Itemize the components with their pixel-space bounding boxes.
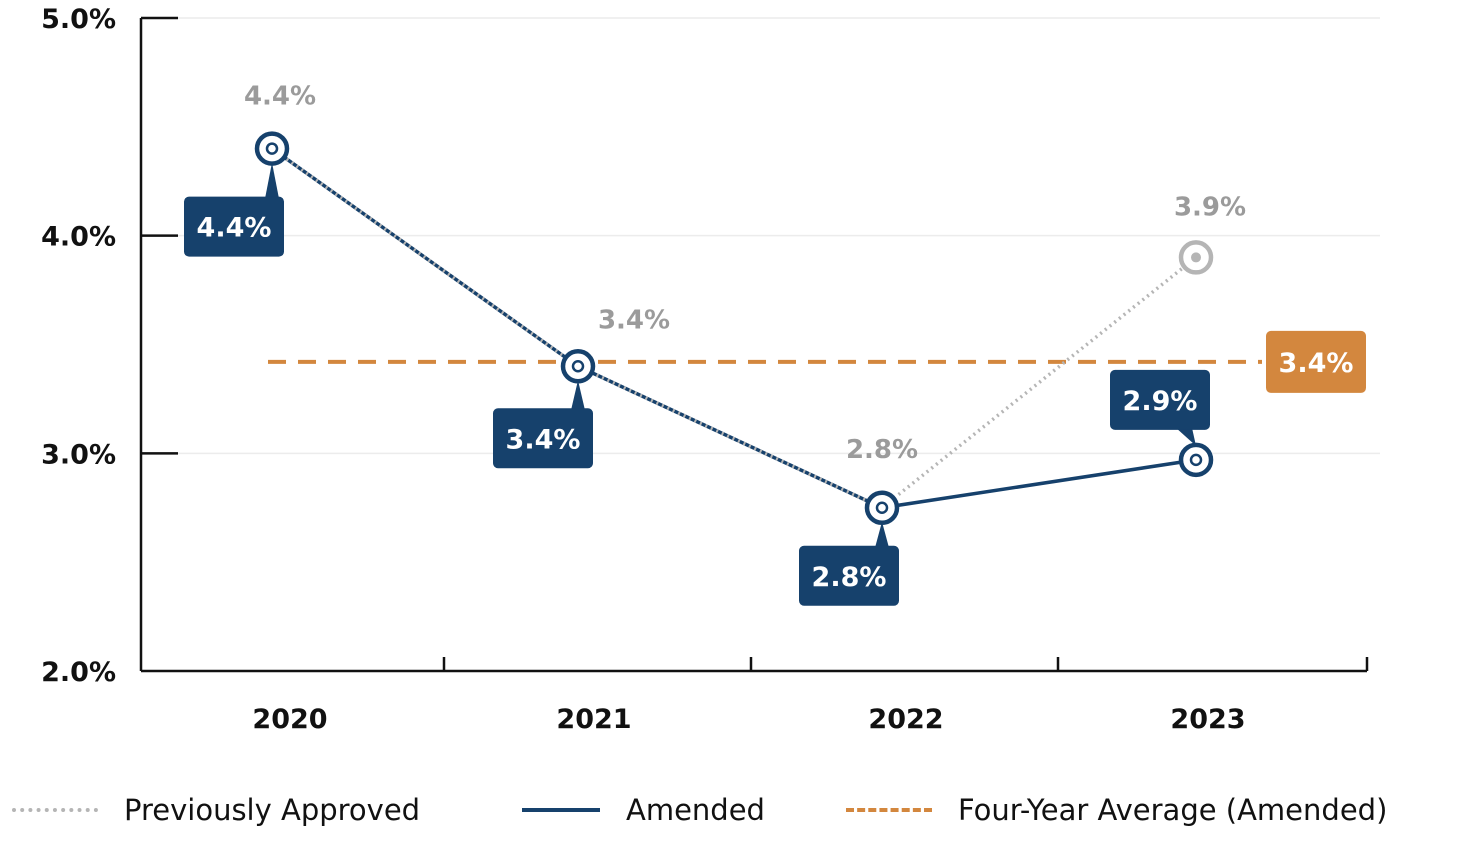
x-tick-label: 2022 — [868, 704, 943, 735]
legend-label-amended: Amended — [626, 793, 765, 827]
previously-approved-data-label: 2.8% — [846, 435, 918, 465]
amended-data-label: 2.9% — [1123, 386, 1198, 417]
amended-label-pointer — [875, 521, 889, 548]
amended-label-pointer — [571, 380, 585, 411]
average-label-box — [1266, 330, 1366, 393]
x-ticks: 2020 2021 2022 2023 — [252, 657, 1369, 735]
legend-label-four-year-average: Four-Year Average (Amended) — [958, 793, 1388, 827]
amended-data-label: 4.4% — [197, 213, 272, 244]
legend-swatch-previously-approved — [12, 808, 98, 812]
amended-label-box — [493, 408, 593, 469]
amended-data-label: 2.8% — [812, 562, 887, 593]
axes — [139, 18, 1367, 673]
line-chart: 2.0% 3.0% 4.0% 5.0% 2020 2021 2022 2023 3.4% 4… — [41, 4, 1380, 735]
previously-approved-data-label: 4.4% — [244, 82, 316, 112]
data-labels: 4.4% 3.4% 2.8% 3.9% 4.4% 3.4% 2.8% 2.9% — [184, 82, 1246, 606]
amended-data-label: 3.4% — [506, 424, 581, 455]
legend-item-four-year-average: Four-Year Average (Amended) — [846, 782, 1387, 838]
gridlines — [141, 17, 1380, 455]
y-ticks: 2.0% 3.0% 4.0% 5.0% — [41, 4, 178, 688]
amended-point-dot — [1189, 453, 1203, 467]
previously-approved-data-label: 3.9% — [1174, 192, 1246, 222]
y-tick-label: 4.0% — [41, 222, 116, 253]
previously-approved-point-dot — [1191, 252, 1201, 263]
y-tick-label: 2.0% — [41, 657, 116, 688]
amended-point-dot — [571, 360, 585, 373]
legend-label-previously-approved: Previously Approved — [124, 793, 421, 827]
amended-point-dot — [875, 501, 889, 514]
x-tick-label: 2020 — [252, 704, 327, 735]
previously-approved-line — [270, 147, 1198, 510]
legend-swatch-amended — [522, 808, 600, 812]
series-lines — [270, 147, 1198, 510]
amended-label-pointer — [1176, 427, 1196, 446]
legend-item-previously-approved: Previously Approved — [12, 782, 420, 838]
y-tick-label: 5.0% — [41, 4, 116, 35]
amended-label-box — [184, 196, 284, 257]
y-tick-label: 3.0% — [41, 439, 116, 470]
legend-swatch-four-year-average — [846, 808, 932, 812]
series-markers — [254, 131, 1214, 525]
amended-label-box — [799, 545, 899, 606]
amended-point-dot — [265, 142, 279, 155]
average-label: 3.4% — [1279, 348, 1354, 379]
amended-label-box — [1110, 369, 1210, 430]
amended-label-pointer — [265, 162, 279, 199]
x-tick-label: 2023 — [1170, 704, 1245, 735]
previously-approved-data-label: 3.4% — [598, 305, 670, 335]
x-tick-label: 2021 — [556, 704, 631, 735]
average-line-group: 3.4% — [268, 330, 1366, 393]
legend: Previously Approved Amended Four-Year Av… — [0, 782, 1480, 838]
legend-item-amended: Amended — [522, 782, 765, 838]
